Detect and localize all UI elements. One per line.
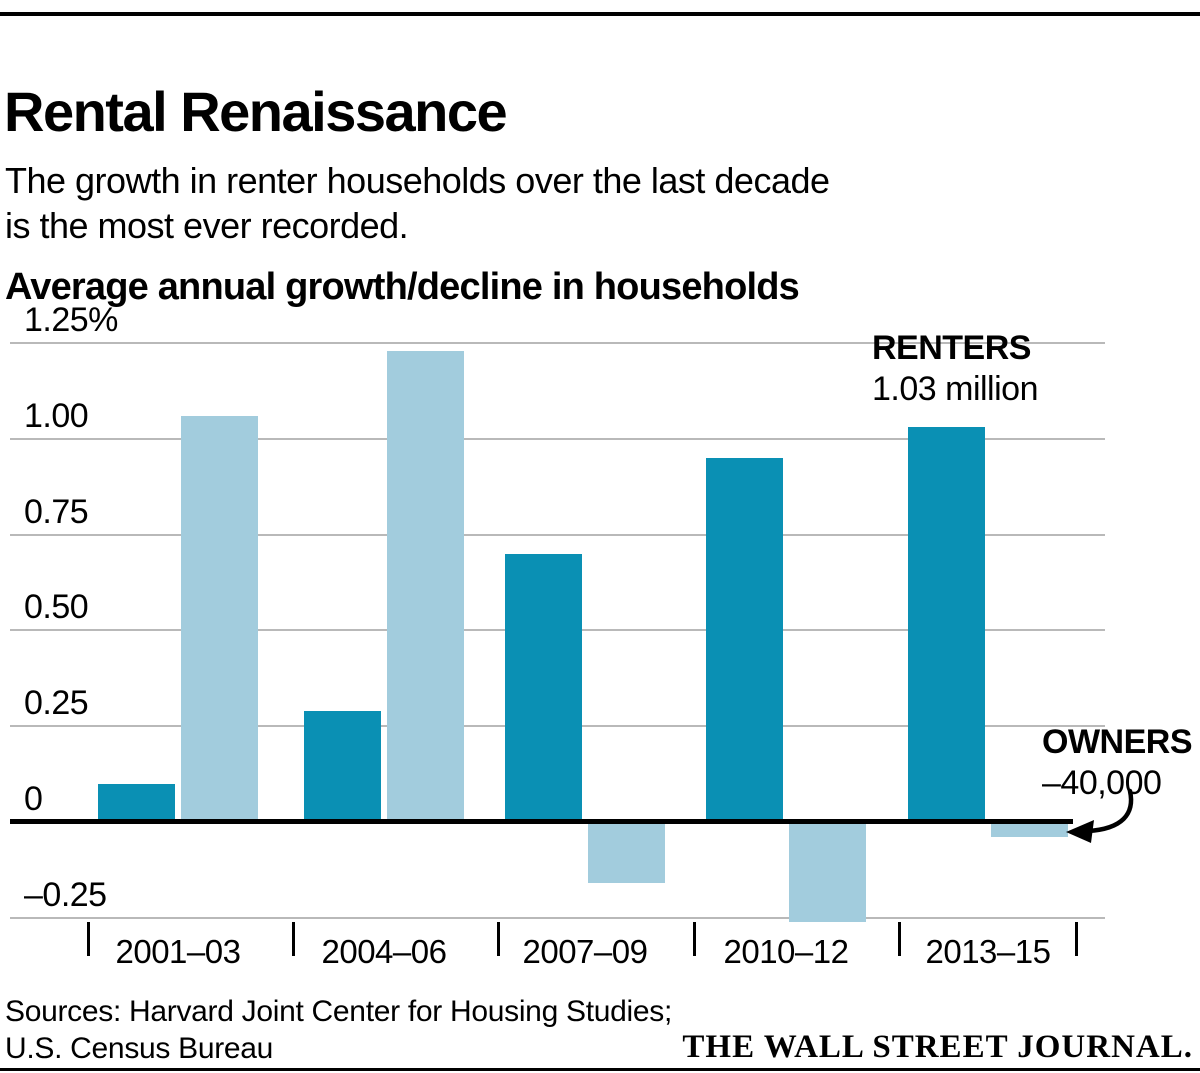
- x-axis-tick: [497, 922, 500, 956]
- zero-baseline: [10, 819, 1073, 824]
- bar-renters-2010–12: [706, 457, 783, 822]
- owners-series-label: OWNERS: [1042, 723, 1193, 761]
- chart-headline: Rental Renaissance: [4, 79, 508, 143]
- bar-owners-2001–03: [181, 415, 258, 822]
- bar-owners-2010–12: [789, 822, 866, 922]
- x-axis-tick: [87, 922, 90, 956]
- renters-annotation: RENTERS 1.03 million: [872, 328, 1038, 410]
- x-axis-label-2010–12: 2010–12: [723, 933, 849, 970]
- x-axis-label-2013–15: 2013–15: [925, 933, 1051, 970]
- x-axis-label-2004–06: 2004–06: [321, 933, 447, 970]
- y-axis-label: –0.25: [24, 875, 107, 914]
- owners-value-label: –40,000: [1042, 764, 1162, 802]
- y-axis-label: 0: [24, 780, 43, 818]
- y-axis-label: 0.50: [24, 588, 89, 627]
- top-border-rule: [0, 12, 1200, 16]
- bar-renters-2004–06: [304, 710, 381, 822]
- x-axis-tick: [693, 922, 696, 956]
- x-axis-tick: [1075, 922, 1078, 956]
- owners-annotation: OWNERS –40,000: [1042, 722, 1193, 804]
- x-axis-tick: [898, 922, 901, 956]
- x-axis-label-2007–09: 2007–09: [522, 933, 648, 970]
- gridline-–0.25: [10, 916, 1105, 919]
- bar-owners-2004–06: [387, 350, 464, 822]
- x-axis-tick: [292, 922, 295, 956]
- bar-owners-2007–09: [588, 822, 665, 884]
- sources-note: Sources: Harvard Joint Center for Housin…: [5, 993, 672, 1067]
- renters-value-label: 1.03 million: [872, 370, 1038, 408]
- renters-series-label: RENTERS: [872, 329, 1031, 367]
- x-axis-label-2001–03: 2001–03: [115, 933, 241, 970]
- chart-subtitle-line2: is the most ever recorded.: [5, 205, 409, 246]
- chart-subtitle: The growth in renter households over the…: [5, 158, 1105, 248]
- y-axis-label: 1.00: [24, 396, 89, 435]
- axis-section-label: Average annual growth/decline in househo…: [5, 265, 800, 308]
- y-axis-label: 0.25: [24, 684, 89, 723]
- bar-renters-2013–15: [908, 427, 985, 822]
- sources-line1: Sources: Harvard Joint Center for Housin…: [5, 995, 672, 1028]
- gridline-0.75: [10, 533, 1105, 536]
- chart-subtitle-line1: The growth in renter households over the…: [5, 160, 830, 201]
- bottom-border-rule: [0, 1068, 1200, 1071]
- gridline-1.00: [10, 437, 1105, 440]
- gridline-1.25%: [10, 342, 1105, 344]
- y-axis-label: 0.75: [24, 492, 89, 531]
- bar-renters-2007–09: [505, 553, 582, 822]
- bar-owners-2013–15: [991, 822, 1068, 838]
- bar-renters-2001–03: [98, 783, 175, 822]
- sources-line2: U.S. Census Bureau: [5, 1032, 274, 1065]
- y-axis-label: 1.25%: [24, 301, 118, 339]
- wsj-logo: THE WALL STREET JOURNAL.: [682, 1029, 1193, 1065]
- owners-arrow-icon: [1066, 788, 1134, 843]
